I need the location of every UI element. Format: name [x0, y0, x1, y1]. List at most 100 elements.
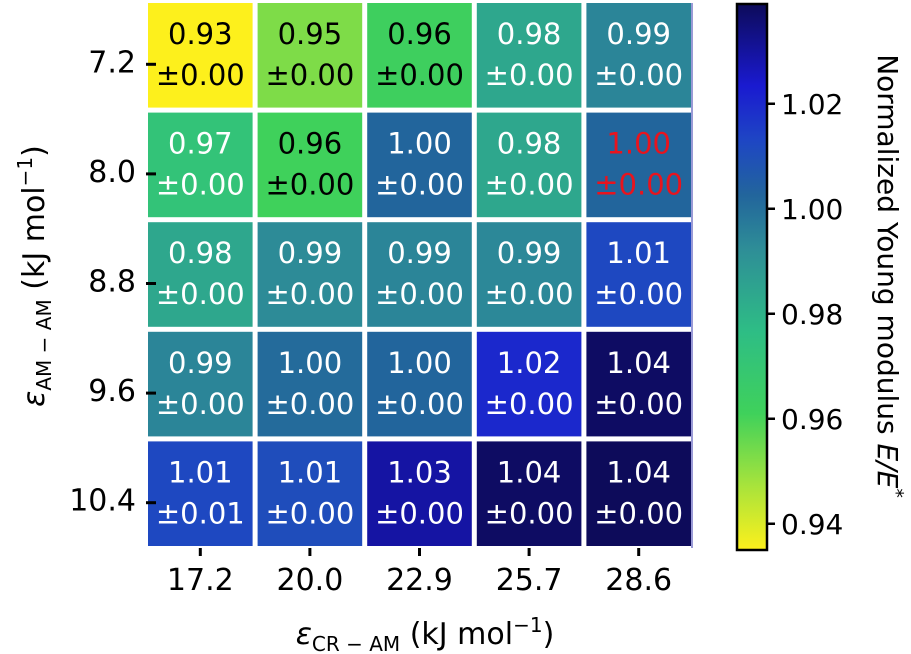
cell-error-label: ±0.00	[594, 58, 683, 92]
cell-error-label: ±0.00	[375, 387, 464, 421]
heatmap-cells: 0.93 ±0.00 0.95 ±0.00 0.96 ±0.00 0.98 ±0.00 0.99…	[148, 3, 693, 548]
cell-value-label: 1.00	[387, 127, 452, 161]
y-axis-label-unit: (kJ mol	[17, 186, 52, 299]
cell-error-label: ±0.00	[375, 496, 464, 530]
heatmap-cell	[148, 331, 253, 437]
x-axis-label-symbol: ε	[296, 617, 312, 652]
cell-error-label: ±0.00	[265, 277, 354, 311]
x-axis: 17.2 20.0 22.9 25.7 28.6	[167, 548, 672, 598]
y-axis-label-symbol: ε	[17, 391, 52, 407]
heatmap-cell	[257, 3, 363, 108]
cell-value-label: 0.99	[168, 346, 233, 380]
heatmap-cell	[586, 441, 691, 546]
colorbar-label-superscript: *	[885, 488, 907, 498]
cell-error-label: ±0.00	[156, 168, 245, 202]
cell-error-label: ±0.01	[156, 496, 245, 530]
cell-error-label: ±0.00	[156, 387, 245, 421]
heatmap-cell	[586, 331, 691, 437]
heatmap-cell	[148, 441, 253, 546]
cell-value-label: 1.00	[387, 346, 452, 380]
cell-error-label: ±0.00	[156, 277, 245, 311]
heatmap-cell	[476, 3, 582, 108]
heatmap-cell	[257, 331, 363, 437]
colorbar-tick-label: 1.02	[781, 88, 843, 121]
cell-error-label: ±0.00	[485, 496, 574, 530]
cell-error-label: ±0.00	[265, 58, 354, 92]
cell-error-label: ±0.00	[594, 168, 683, 202]
y-axis: 7.2 8.0 8.8 9.6 10.4	[69, 45, 156, 519]
cell-value-label: 0.93	[168, 17, 233, 51]
x-tick-label: 22.9	[386, 563, 453, 598]
cell-error-label: ±0.00	[594, 277, 683, 311]
heatmap-cell	[148, 3, 253, 108]
heatmap-cell	[367, 3, 472, 108]
cell-value-label: 0.99	[387, 236, 452, 270]
x-axis-label-exponent: −1	[513, 613, 542, 637]
cell-error-label: ±0.00	[156, 58, 245, 92]
colorbar	[735, 2, 769, 552]
heatmap-cell	[476, 112, 582, 218]
cell-value-label: 1.00	[606, 127, 671, 161]
cell-error-label: ±0.00	[375, 58, 464, 92]
heatmap-cell	[476, 222, 582, 327]
colorbar-label: Normalized Young modulus E/E*	[871, 54, 907, 498]
cell-value-label: 0.99	[497, 236, 562, 270]
cell-error-label: ±0.00	[265, 496, 354, 530]
y-axis-label-subscript: AM − AM	[32, 299, 56, 390]
cell-error-label: ±0.00	[375, 277, 464, 311]
colorbar-tick-label: 0.96	[781, 403, 843, 436]
y-tick-label: 9.6	[88, 374, 136, 409]
cell-error-label: ±0.00	[485, 277, 574, 311]
cell-error-label: ±0.00	[594, 387, 683, 421]
cell-value-label: 1.01	[168, 455, 233, 489]
cell-value-label: 1.01	[606, 236, 671, 270]
heatmap-cell	[586, 222, 691, 327]
cell-value-label: 0.98	[168, 236, 233, 270]
y-axis-label: εAM − AM (kJ mol−1)	[13, 145, 56, 407]
cell-value-label: 1.00	[278, 346, 343, 380]
heatmap-cell	[367, 222, 472, 327]
x-axis-label: εCR − AM (kJ mol−1)	[296, 613, 555, 654]
heatmap-cell	[148, 222, 253, 327]
cell-value-label: 1.02	[497, 346, 562, 380]
cell-value-label: 1.04	[606, 346, 671, 380]
colorbar-tick-label: 0.98	[781, 298, 843, 331]
cell-value-label: 1.04	[606, 455, 671, 489]
cell-value-label: 0.96	[278, 127, 343, 161]
heatmap-cell	[148, 112, 253, 218]
colorbar-tick-label: 1.00	[781, 193, 843, 226]
heatmap-cell	[367, 331, 472, 437]
cell-value-label: 1.03	[387, 455, 452, 489]
y-tick-label: 8.8	[88, 265, 136, 300]
cell-value-label: 0.98	[497, 127, 562, 161]
heatmap-cell	[257, 441, 363, 546]
cell-value-label: 0.99	[606, 17, 671, 51]
heatmap-cell	[586, 112, 691, 218]
x-tick-label: 28.6	[605, 563, 672, 598]
heatmap-cell	[476, 331, 582, 437]
y-axis-label-exponent: −1	[13, 157, 37, 186]
colorbar-tick-label: 0.94	[781, 508, 843, 541]
cell-error-label: ±0.00	[265, 387, 354, 421]
cell-value-label: 0.96	[387, 17, 452, 51]
x-axis-label-subscript: CR − AM	[312, 632, 400, 654]
y-axis-label-close: )	[17, 145, 52, 157]
colorbar-ticks: 0.94 0.96 0.98 1.00 1.02	[767, 88, 843, 541]
cell-error-label: ±0.00	[485, 58, 574, 92]
cell-error-label: ±0.00	[594, 496, 683, 530]
colorbar-label-text: Normalized Young modulus	[871, 54, 904, 443]
cell-error-label: ±0.00	[485, 387, 574, 421]
cell-error-label: ±0.00	[485, 168, 574, 202]
y-tick-label: 10.4	[69, 484, 136, 519]
heatmap-cell	[367, 112, 472, 218]
cell-value-label: 0.97	[168, 127, 233, 161]
x-axis-label-unit: (kJ mol	[400, 617, 513, 652]
y-tick-label: 7.2	[88, 45, 136, 80]
y-tick-label: 8.0	[88, 155, 136, 190]
heatmap-cell	[257, 222, 363, 327]
heatmap-cell	[257, 112, 363, 218]
cell-value-label: 0.98	[497, 17, 562, 51]
cell-value-label: 0.95	[278, 17, 343, 51]
colorbar-label-symbol: E/E	[871, 443, 904, 488]
